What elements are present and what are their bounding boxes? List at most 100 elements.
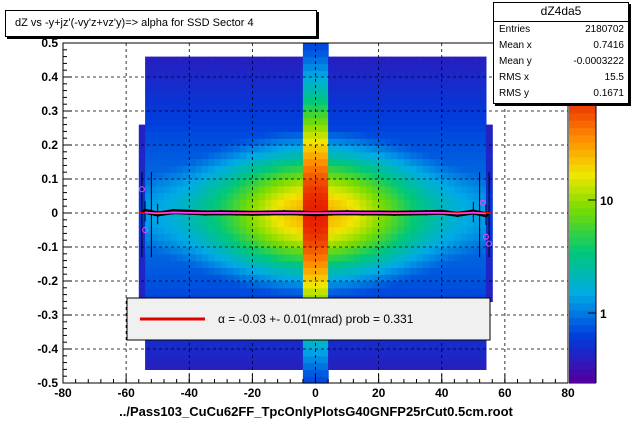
heatmap-cell [151,355,159,364]
colorbar-segment [569,105,596,114]
heatmap-cell [170,124,178,132]
heatmap-cell [271,138,279,146]
heatmap-cell [214,165,222,173]
heatmap-cell [227,151,234,160]
heatmap-cell [340,260,348,268]
heatmap-cell [283,70,291,78]
outlier-point [142,227,149,233]
heatmap-cell [366,185,373,194]
heatmap-cell [328,362,335,370]
heatmap-cell [321,77,329,85]
heatmap-cell [176,274,184,282]
heatmap-cell [252,274,260,282]
heatmap-cell [283,131,291,139]
heatmap-cell [315,274,323,282]
heatmap-cell [208,124,216,132]
heatmap-cell [410,213,418,221]
heatmap-cell [290,349,298,357]
heatmap-cell [410,124,418,132]
heatmap-cell [265,253,272,262]
heatmap-cell [233,219,241,228]
heatmap-cell [435,165,443,173]
heatmap-cell [265,104,272,112]
heatmap-cell [208,83,216,92]
heatmap-cell [164,240,171,248]
heatmap-cell [334,56,342,64]
heatmap-cell [397,260,405,268]
heatmap-cell [271,145,279,153]
heatmap-cell [473,111,481,119]
heatmap-cell [195,362,203,370]
heatmap-cell [296,158,304,166]
heatmap-cell [302,355,310,364]
heatmap-cell [227,117,234,126]
heatmap-cell [416,145,424,153]
heatmap-cell [321,131,329,139]
heatmap-cell [441,151,449,160]
heatmap-cell [302,56,310,64]
heatmap-cell [164,131,171,139]
heatmap-cell [277,233,285,241]
heatmap-cell [214,145,222,153]
heatmap-cell [378,151,386,160]
heatmap-cell [435,138,443,146]
heatmap-cell [214,213,222,221]
heatmap-cell [176,226,184,234]
heatmap-cell [416,111,424,119]
heatmap-cell [214,117,222,126]
heatmap-cell [328,124,335,132]
heatmap-cell [454,199,462,207]
heatmap-cell [170,213,178,221]
heatmap-cell [328,274,335,282]
heatmap-cell [328,287,335,296]
heatmap-cell [239,104,247,112]
heatmap-cell [403,158,411,166]
heatmap-cell [340,219,348,228]
heatmap-cell [467,192,474,200]
heatmap-cell [290,151,298,160]
heatmap-cell [265,240,272,248]
heatmap-cell [429,287,436,296]
heatmap-cell [258,226,266,234]
heatmap-cell [391,267,399,275]
heatmap-cell [170,185,178,194]
heatmap-cell [315,226,323,234]
heatmap-cell [271,90,279,98]
heatmap-cell [265,117,272,126]
heatmap-cell [233,138,241,146]
heatmap-cell [460,287,468,296]
heatmap-cell [277,247,285,255]
heatmap-cell [460,117,468,126]
heatmap-cell [227,124,234,132]
heatmap-cell [233,349,241,357]
heatmap-cell [252,342,260,350]
heatmap-cell [296,77,304,85]
heatmap-cell [151,56,159,64]
heatmap-cell [366,97,373,105]
heatmap-cell [214,192,222,200]
heatmap-cell [340,349,348,357]
heatmap-cell [157,355,165,364]
heatmap-cell [340,233,348,241]
heatmap-cell [359,158,367,166]
heatmap-cell [391,260,399,268]
heatmap-cell [473,77,481,85]
heatmap-cell [145,158,152,166]
heatmap-cell [157,111,165,119]
heatmap-cell [416,70,424,78]
heatmap-cell [422,63,430,71]
heatmap-cell [189,206,197,214]
heatmap-cell [473,362,481,370]
heatmap-cell [233,124,241,132]
heatmap-cell [334,349,342,357]
heatmap-cell [220,124,228,132]
heatmap-cell [384,117,392,126]
heatmap-cell [384,226,392,234]
heatmap-cell [246,192,253,200]
heatmap-cell [340,192,348,200]
heatmap-cell [189,342,197,350]
heatmap-cell [473,219,481,228]
heatmap-cell [309,77,317,85]
heatmap-cell [265,185,272,194]
heatmap-cell [340,355,348,364]
